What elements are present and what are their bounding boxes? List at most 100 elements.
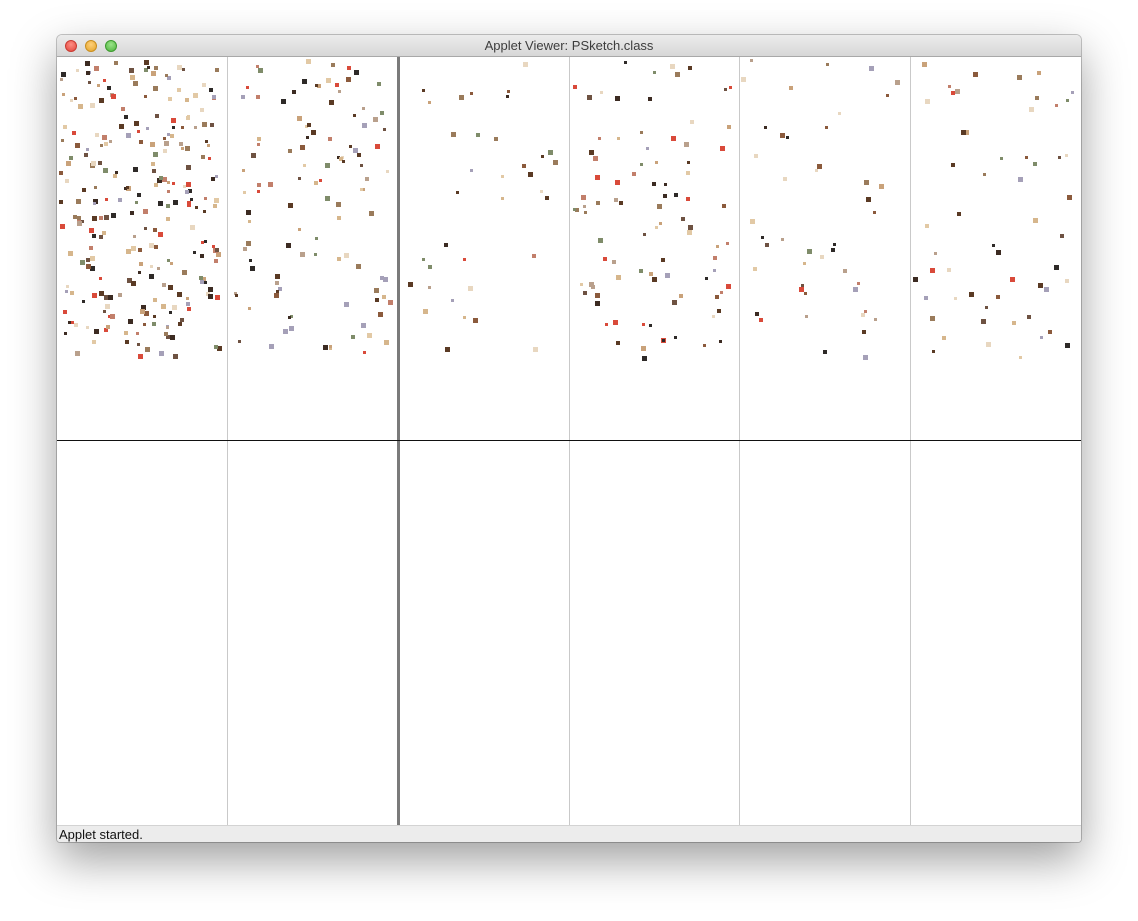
sketch-thumbnail [383, 128, 386, 131]
sketch-thumbnail [157, 178, 162, 183]
sketch-thumbnail [235, 294, 238, 297]
sketch-thumbnail [719, 340, 722, 343]
sketch-thumbnail [147, 66, 150, 69]
sketch-thumbnail [863, 355, 868, 360]
sketch-thumbnail [170, 134, 174, 138]
sketch-thumbnail [573, 85, 577, 89]
sketch-thumbnail [964, 130, 969, 135]
sketch-thumbnail [1040, 336, 1043, 339]
sketch-thumbnail [204, 281, 207, 284]
sketch-thumbnail [686, 171, 690, 175]
sketch-thumbnail [65, 290, 68, 293]
sketch-thumbnail [100, 144, 103, 147]
sketch-thumbnail [286, 243, 291, 248]
sketch-thumbnail [212, 95, 216, 99]
sketch-thumbnail [124, 331, 128, 335]
sketch-thumbnail [193, 93, 198, 98]
sketch-thumbnail [329, 100, 334, 105]
sketch-thumbnail [873, 211, 876, 214]
sketch-thumbnail [162, 177, 167, 182]
sketch-thumbnail [138, 354, 143, 359]
sketch-thumbnail [652, 182, 656, 186]
sketch-thumbnail [948, 85, 951, 88]
sketch-thumbnail [177, 292, 182, 297]
sketch-thumbnail [807, 249, 812, 254]
sketch-thumbnail [314, 181, 318, 185]
sketch-thumbnail [166, 335, 170, 339]
sketch-thumbnail [269, 344, 274, 349]
sketch-thumbnail [154, 245, 158, 249]
sketch-thumbnail [306, 59, 311, 64]
sketch-thumbnail [90, 256, 95, 261]
sketch-thumbnail [144, 227, 147, 230]
sketch-thumbnail [632, 172, 636, 176]
sketch-thumbnail [648, 97, 652, 101]
sketch-thumbnail [583, 205, 586, 208]
sketch-thumbnail [652, 277, 657, 282]
close-button[interactable] [65, 40, 77, 52]
sketch-thumbnail [367, 333, 372, 338]
window-title: Applet Viewer: PSketch.class [484, 38, 654, 53]
sketch-thumbnail [833, 243, 836, 246]
sketch-thumbnail [494, 137, 498, 141]
sketch-thumbnail [167, 181, 170, 184]
sketch-thumbnail [144, 95, 147, 98]
sketch-thumbnail [1033, 218, 1038, 223]
title-bar[interactable]: Applet Viewer: PSketch.class [57, 35, 1081, 57]
sketch-thumbnail [655, 161, 658, 164]
sketch-thumbnail [170, 262, 173, 265]
sketch-thumbnail [82, 300, 85, 303]
maximize-button[interactable] [105, 40, 117, 52]
sketch-thumbnail [344, 302, 349, 307]
sketch-thumbnail [289, 326, 294, 331]
sketch-thumbnail [113, 174, 117, 178]
sketch-thumbnail [501, 175, 504, 178]
sketch-thumbnail [88, 81, 91, 84]
sketch-thumbnail [202, 277, 206, 281]
sketch-thumbnail [172, 305, 177, 310]
sketch-thumbnail [380, 276, 384, 280]
sketch-thumbnail [382, 295, 386, 299]
sketch-thumbnail [149, 274, 154, 279]
sketch-thumbnail [804, 292, 807, 295]
sketch-thumbnail [125, 340, 129, 344]
sketch-thumbnail [248, 307, 251, 310]
sketch-thumbnail [375, 144, 380, 149]
sketch-thumbnail [573, 208, 576, 211]
sketch-thumbnail [59, 200, 63, 204]
sketch-thumbnail [59, 171, 63, 175]
sketch-thumbnail [932, 350, 935, 353]
sketch-thumbnail [99, 216, 103, 220]
sketch-thumbnail [317, 84, 321, 88]
sketch-thumbnail [153, 228, 157, 232]
sketch-thumbnail [126, 249, 131, 254]
sketch-thumbnail [663, 194, 667, 198]
sketch-thumbnail [315, 237, 318, 240]
sketch-thumbnail [716, 245, 719, 248]
sketch-thumbnail [80, 260, 85, 265]
sketch-thumbnail [134, 121, 139, 126]
sketch-thumbnail [686, 197, 690, 201]
sketch-thumbnail [605, 323, 608, 326]
sketch-thumbnail [99, 235, 103, 239]
sketch-thumbnail [71, 321, 74, 324]
sketch-thumbnail [159, 351, 164, 356]
sketch-thumbnail [78, 104, 83, 109]
sketch-thumbnail [523, 62, 528, 67]
sketch-thumbnail [75, 351, 80, 356]
sketch-thumbnail [1029, 107, 1034, 112]
sketch-thumbnail [303, 164, 306, 167]
sketch-thumbnail [423, 309, 428, 314]
minimize-button[interactable] [85, 40, 97, 52]
sketch-thumbnail [173, 200, 178, 205]
sketch-thumbnail [63, 125, 67, 129]
sketch-thumbnail [217, 346, 222, 351]
sketch-thumbnail [924, 296, 928, 300]
sketch-thumbnail [501, 197, 504, 200]
sketch-thumbnail [203, 210, 206, 213]
sketch-thumbnail [342, 160, 345, 163]
sketch-thumbnail [86, 258, 90, 262]
sketch-canvas[interactable] [57, 57, 1081, 825]
sketch-thumbnail [803, 262, 806, 265]
sketch-thumbnail [145, 347, 150, 352]
